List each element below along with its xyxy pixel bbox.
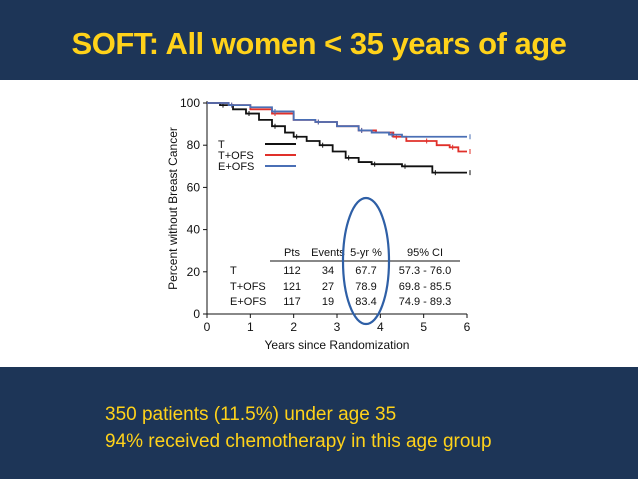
table-cell: 112 (283, 265, 301, 277)
legend-label: T (218, 139, 225, 151)
series-line-e-ofs (207, 102, 467, 138)
survival-chart: 0 20 40 60 80 100 0 1 2 3 4 5 6 Years since Randomiza… (0, 80, 638, 367)
bullet-line-1: 350 patients (11.5%) under age 35 (105, 404, 397, 425)
x-tick-label: 0 (204, 320, 211, 334)
title-band: SOFT: All women < 35 years of age (0, 0, 638, 80)
table-cell: 67.7 (355, 265, 376, 277)
x-tick-label: 1 (247, 320, 254, 334)
table-cell: 27 (322, 281, 334, 293)
table-cell: 57.3 - 76.0 (399, 265, 452, 277)
y-tick-label: 0 (193, 307, 200, 321)
table-cell: T (230, 265, 237, 277)
table-cell: 117 (283, 296, 301, 308)
table-cell: 74.9 - 89.3 (399, 296, 452, 308)
table-cell: 83.4 (355, 296, 376, 308)
legend-label: T+OFS (218, 150, 254, 162)
x-axis-title: Years since Randomization (265, 338, 410, 352)
slide-title: SOFT: All women < 35 years of age (71, 26, 567, 61)
y-axis-title: Percent without Breast Cancer (166, 127, 180, 290)
x-tick-label: 6 (464, 320, 471, 334)
table-header: 95% CI (407, 247, 443, 259)
x-tick-label: 5 (420, 320, 427, 334)
bullet-line-2: 94% received chemotherapy in this age gr… (105, 431, 492, 452)
table-cell: 34 (322, 265, 334, 277)
x-tick-label: 3 (334, 320, 341, 334)
y-tick-label: 80 (187, 138, 201, 152)
y-tick-label: 40 (187, 223, 201, 237)
y-tick-label: 100 (180, 96, 200, 110)
table-header: 5-yr % (350, 247, 382, 259)
table-cell: E+OFS (230, 296, 266, 308)
series-line-t (207, 102, 467, 174)
x-tick-label: 4 (377, 320, 384, 334)
table-header: Events (311, 247, 345, 259)
table-cell: 19 (322, 296, 334, 308)
legend-label: E+OFS (218, 161, 254, 173)
table-cell: 121 (283, 281, 301, 293)
footer-band: 350 patients (11.5%) under age 35 94% re… (0, 367, 638, 479)
y-tick-label: 60 (187, 180, 201, 194)
x-tick-label: 2 (290, 320, 297, 334)
table-header: Pts (284, 247, 300, 259)
y-tick-label: 20 (187, 265, 201, 279)
table-cell: T+OFS (230, 281, 266, 293)
highlight-ellipse (341, 196, 391, 326)
table-cell: 69.8 - 85.5 (399, 281, 452, 293)
table-cell: 78.9 (355, 281, 376, 293)
